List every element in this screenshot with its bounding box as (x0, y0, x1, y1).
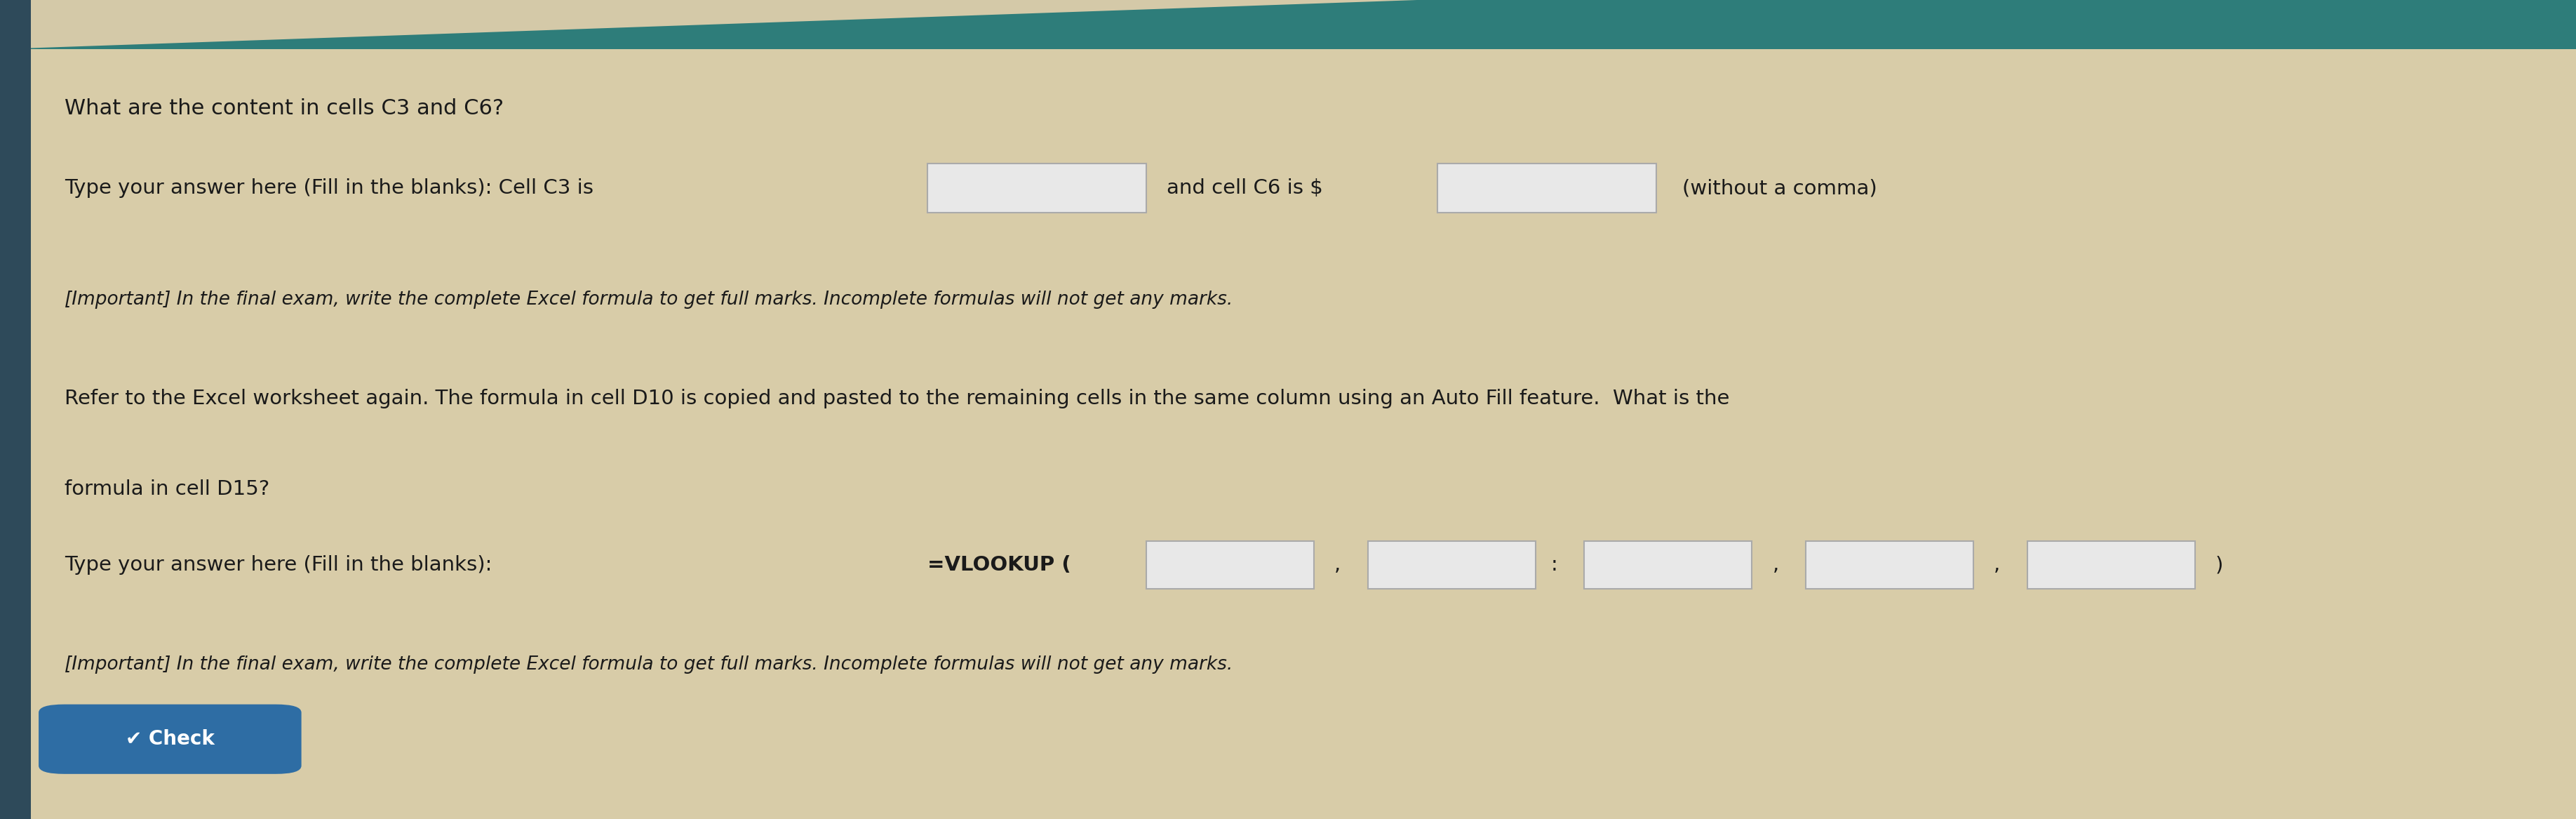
Text: What are the content in cells C3 and C6?: What are the content in cells C3 and C6? (64, 98, 505, 119)
FancyBboxPatch shape (2027, 541, 2195, 589)
FancyBboxPatch shape (1368, 541, 1535, 589)
Polygon shape (0, 0, 2576, 49)
Text: ): ) (2215, 555, 2223, 575)
Text: ,: , (1994, 555, 2002, 575)
Text: (without a comma): (without a comma) (1682, 179, 1878, 198)
Text: Refer to the Excel worksheet again. The formula in cell D10 is copied and pasted: Refer to the Excel worksheet again. The … (64, 389, 1728, 409)
FancyBboxPatch shape (1584, 541, 1752, 589)
FancyBboxPatch shape (1437, 164, 1656, 213)
Text: ,: , (1334, 555, 1342, 575)
Text: ,: , (1772, 555, 1780, 575)
Text: :: : (1551, 555, 1558, 575)
FancyBboxPatch shape (39, 704, 301, 774)
Text: Type your answer here (Fill in the blanks): Cell C3 is: Type your answer here (Fill in the blank… (64, 179, 592, 198)
Text: [Important] In the final exam, write the complete Excel formula to get full mark: [Important] In the final exam, write the… (64, 655, 1231, 673)
Text: and cell C6 is $: and cell C6 is $ (1167, 179, 1324, 198)
Text: formula in cell D15?: formula in cell D15? (64, 479, 270, 499)
FancyBboxPatch shape (1806, 541, 1973, 589)
Text: Type your answer here (Fill in the blanks):: Type your answer here (Fill in the blank… (64, 555, 497, 575)
FancyBboxPatch shape (927, 164, 1146, 213)
Text: =VLOOKUP (: =VLOOKUP ( (927, 555, 1072, 575)
Text: [Important] In the final exam, write the complete Excel formula to get full mark: [Important] In the final exam, write the… (64, 291, 1231, 309)
Text: ✔ Check: ✔ Check (126, 730, 214, 749)
FancyBboxPatch shape (1146, 541, 1314, 589)
Bar (0, 0, 31, 819)
